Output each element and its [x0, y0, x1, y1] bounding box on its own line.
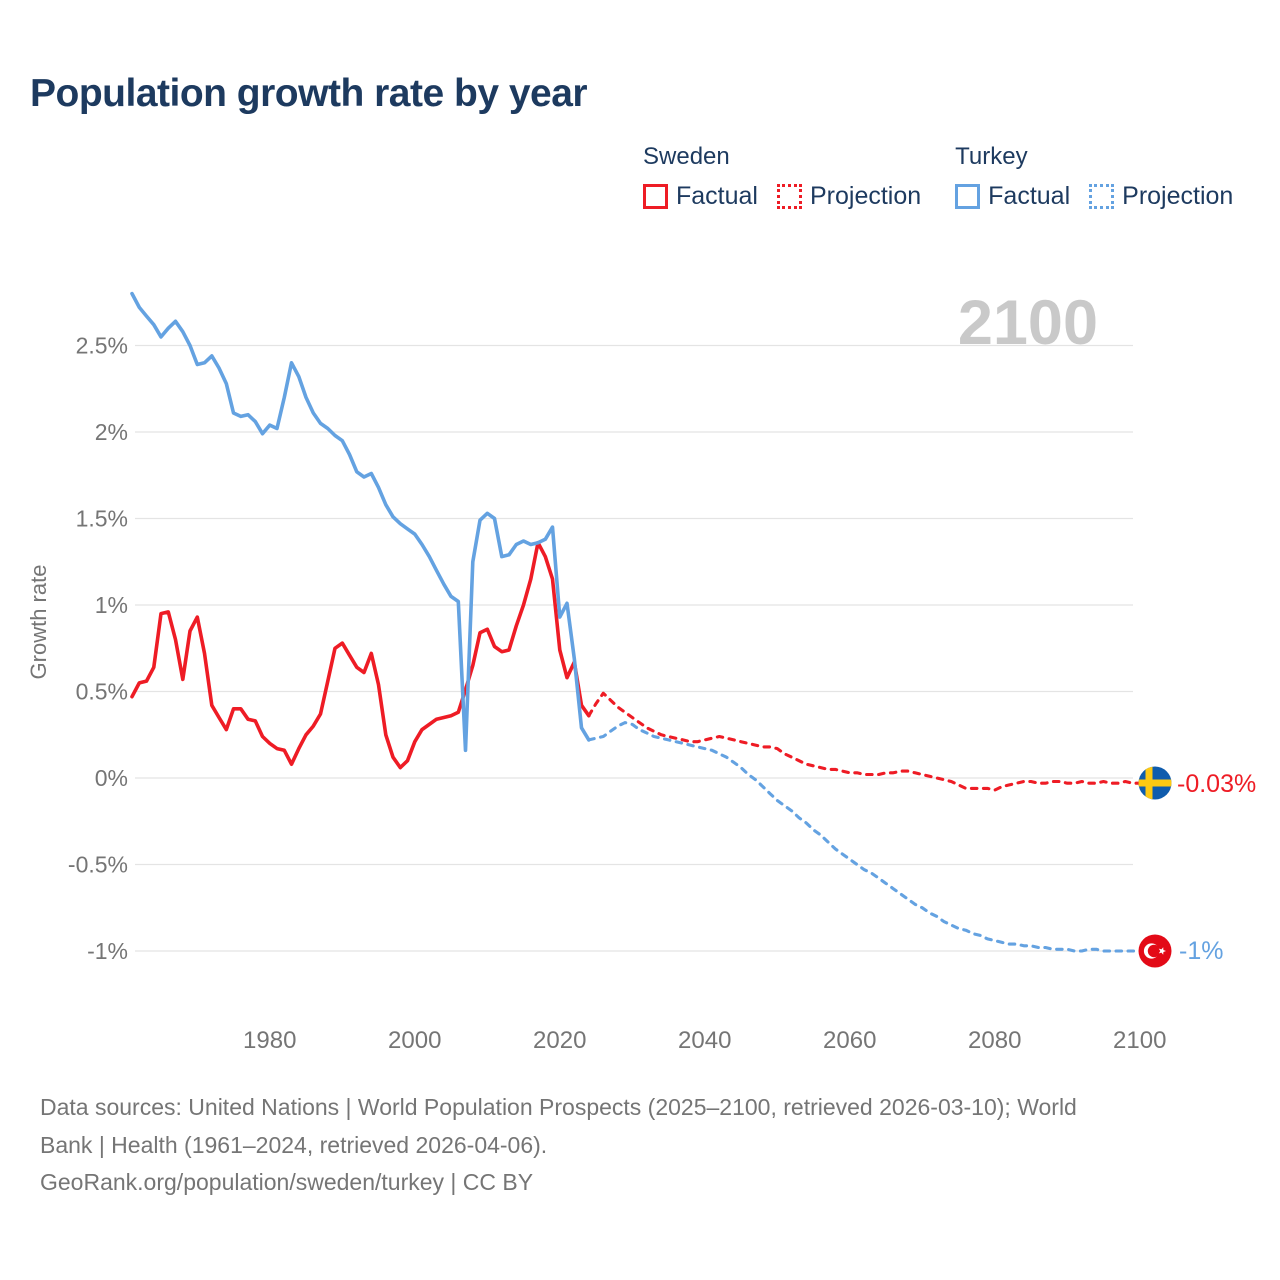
footer-attribution: Data sources: United Nations | World Pop…	[40, 1089, 1250, 1202]
y-tick-label: 0.5%	[76, 679, 128, 705]
sweden-factual-line	[130, 540, 591, 770]
legend-group-turkey: Turkey Factual Projection	[955, 143, 1233, 211]
chart-legend: Sweden Factual Projection Turkey Factual…	[643, 143, 1233, 211]
grid-lines	[135, 344, 1133, 952]
x-tick-label: 2060	[823, 1027, 876, 1054]
turkey-factual-line	[130, 291, 591, 753]
y-tick-label: 0%	[95, 765, 128, 791]
growth-rate-chart[interactable]: 2100 Growth rate 2.5% 2% 1.5% 1% 0.5% 0% -0.5%…	[0, 0, 1280, 1075]
x-tick-label: 2020	[533, 1027, 586, 1054]
legend-group-sweden: Sweden Factual Projection	[643, 143, 921, 211]
x-tick-label: 1980	[243, 1027, 296, 1054]
turkey-end-value-label: -1%	[1179, 937, 1223, 965]
y-tick-label: -0.5%	[68, 852, 128, 878]
footer-link: GeoRank.org/population/sweden/turkey | C…	[40, 1169, 534, 1195]
y-tick-label: 1.5%	[76, 506, 128, 532]
x-tick-label: 2040	[678, 1027, 731, 1054]
y-axis-title: Growth rate	[26, 565, 51, 680]
legend-item-turkey-factual[interactable]: Factual	[955, 182, 1070, 211]
sweden-factual-swatch-icon	[643, 184, 668, 209]
legend-item-sweden-projection[interactable]: Projection	[776, 182, 922, 211]
legend-item-sweden-factual[interactable]: Factual	[643, 182, 758, 211]
legend-country-sweden: Sweden	[643, 143, 730, 170]
y-tick-label: 2.5%	[76, 333, 128, 359]
x-tick-label: 2080	[968, 1027, 1021, 1054]
legend-label: Factual	[988, 182, 1071, 210]
watermark-year: 2100	[958, 288, 1098, 358]
sweden-projection-swatch-icon	[776, 184, 802, 209]
footer-sources-line-2: Bank | Health (1961–2024, retrieved 2026…	[40, 1131, 548, 1158]
legend-row-sweden: Factual Projection	[643, 182, 921, 211]
legend-country-turkey: Turkey	[955, 143, 1028, 170]
series-lines	[130, 291, 1142, 953]
y-tick-label: -1%	[87, 938, 128, 964]
legend-row-turkey: Factual Projection	[955, 182, 1233, 211]
sweden-flag-icon	[1138, 766, 1172, 800]
page-title: Population growth rate by year	[30, 72, 588, 115]
turkey-projection-line	[587, 721, 1142, 953]
legend-label: Projection	[809, 182, 922, 210]
footer-sources-line-1: Data sources: United Nations | World Pop…	[40, 1094, 1077, 1120]
x-tick-label: 2100	[1113, 1027, 1166, 1054]
sweden-end-value-label: -0.03%	[1177, 770, 1256, 798]
y-tick-label: 2%	[95, 419, 128, 445]
y-tick-label: 1%	[95, 592, 128, 618]
sweden-projection-line	[587, 691, 1142, 792]
turkey-factual-swatch-icon	[955, 184, 981, 209]
legend-label: Projection	[1122, 182, 1234, 210]
legend-label: Factual	[676, 182, 758, 210]
axis-tick-labels: 2.5% 2% 1.5% 1% 0.5% 0% -0.5% -1% 1980 2000 2020 20…	[68, 333, 1167, 1055]
turkey-projection-swatch-icon	[1089, 184, 1115, 209]
turkey-flag-icon	[1138, 934, 1172, 968]
x-tick-label: 2000	[388, 1027, 441, 1054]
legend-item-turkey-projection[interactable]: Projection	[1089, 182, 1233, 211]
